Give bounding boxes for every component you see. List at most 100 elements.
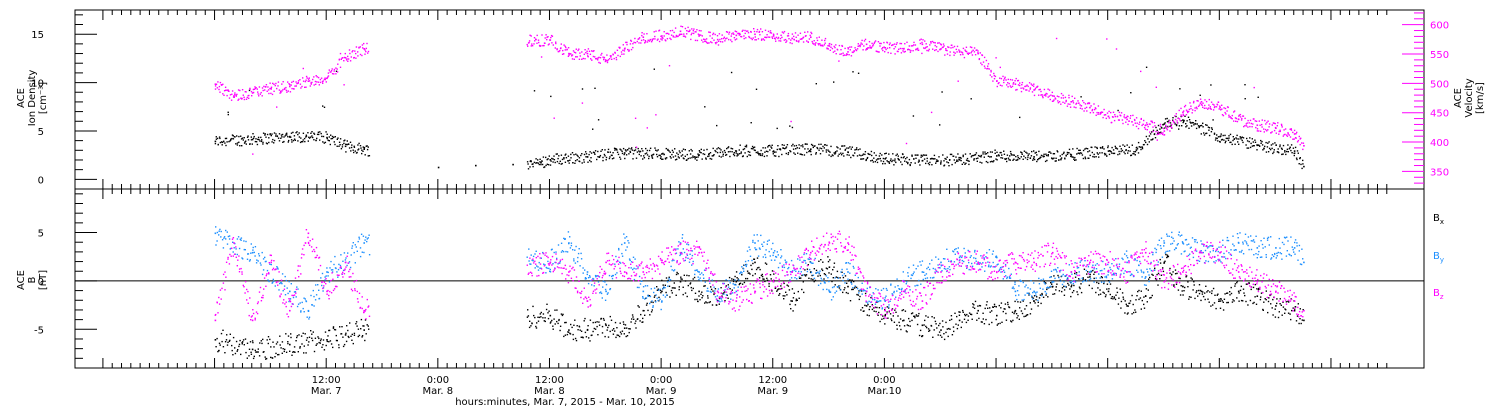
velocity-series-point — [564, 49, 566, 51]
bx-series-point — [821, 268, 823, 270]
by-series-point — [649, 302, 651, 305]
by-series-point — [638, 275, 641, 278]
velocity-series-point — [1186, 110, 1188, 112]
bx-series-point — [544, 317, 546, 319]
bx-series-point — [933, 317, 935, 319]
density-series-point — [923, 158, 926, 160]
density-series-point — [324, 141, 327, 144]
velocity-series-point — [883, 41, 885, 44]
density-series-point — [888, 153, 890, 155]
by-series-point — [602, 286, 604, 288]
velocity-series-point — [1012, 82, 1015, 84]
velocity-series-point — [328, 69, 330, 71]
velocity-series-point — [1139, 121, 1141, 123]
velocity-series-point — [588, 50, 591, 52]
velocity-series-point — [322, 80, 324, 82]
velocity-series-point — [231, 90, 234, 92]
velocity-series-point — [920, 38, 922, 40]
bx-series-point — [633, 318, 635, 320]
bx-series-point — [546, 303, 548, 305]
density-series-point — [980, 156, 982, 158]
density-series-point — [849, 146, 851, 148]
velocity-series-point — [852, 51, 854, 54]
velocity-series-point — [628, 49, 630, 51]
velocity-series-point — [874, 40, 877, 42]
by-series-point — [689, 253, 691, 255]
bx-series-point — [1237, 290, 1240, 293]
density-series-point — [678, 150, 681, 152]
bx-series-point — [571, 326, 573, 329]
bx-series-point — [967, 315, 970, 317]
density-series-point — [843, 155, 845, 157]
density-series-point — [1137, 152, 1140, 154]
density-series-point — [336, 138, 338, 140]
velocity-series-point — [885, 48, 887, 51]
bx-series-point — [294, 351, 296, 353]
density-series-point — [224, 142, 226, 144]
density-series-point — [987, 152, 989, 154]
density-series-point — [810, 148, 812, 150]
density-series-point — [1126, 144, 1128, 146]
density-series-point — [1003, 150, 1005, 152]
velocity-series-point — [652, 38, 655, 40]
velocity-series-point — [613, 57, 615, 60]
density-series-point — [352, 149, 354, 151]
density-series-point — [648, 149, 651, 152]
density-series-point — [1118, 153, 1121, 155]
velocity-series-point — [640, 42, 642, 44]
bx-series-point — [257, 348, 259, 350]
density-series-point — [341, 144, 344, 146]
velocity-series-point — [1189, 102, 1191, 104]
right-ytick-label: 600 — [1430, 21, 1449, 32]
bx-series-point — [1069, 288, 1071, 290]
density-series-point — [982, 153, 984, 155]
bx-series-point — [224, 341, 227, 343]
density-series-point — [240, 138, 243, 140]
density-series-point — [815, 152, 817, 154]
density-series-point — [714, 149, 716, 152]
bx-series-point — [229, 333, 231, 335]
velocity-series-point — [1015, 89, 1017, 91]
bx-series-point — [265, 358, 267, 360]
velocity-series-point — [297, 81, 299, 84]
density-series-point — [1259, 145, 1261, 147]
by-series-point — [559, 260, 561, 263]
velocity-series-point — [1025, 89, 1027, 91]
density-series-point — [1244, 84, 1246, 86]
velocity-series-point — [872, 45, 874, 47]
velocity-series-point — [781, 36, 783, 39]
velocity-series-point — [691, 32, 693, 34]
bx-series-point — [709, 301, 711, 303]
density-series-point — [704, 106, 706, 108]
bx-series-point — [532, 305, 534, 308]
velocity-series-point — [1100, 112, 1102, 115]
bx-series-point — [264, 356, 266, 358]
density-series-point — [775, 155, 777, 157]
velocity-series-point — [299, 83, 302, 85]
density-series-point — [1160, 131, 1162, 133]
bx-series-point — [563, 335, 565, 338]
bx-series-point — [642, 321, 644, 323]
density-series-point — [1023, 155, 1025, 157]
density-series-point — [706, 148, 708, 151]
density-series-point — [337, 137, 339, 139]
velocity-series-point — [1173, 121, 1175, 124]
velocity-series-point — [316, 81, 318, 83]
density-series-point — [625, 154, 628, 156]
density-series-point — [750, 122, 752, 124]
density-series-point — [1236, 134, 1238, 137]
velocity-series-point — [756, 31, 758, 33]
density-series-point — [773, 151, 775, 153]
density-series-point — [627, 149, 629, 151]
density-series-point — [558, 162, 560, 165]
density-series-point — [1287, 151, 1289, 153]
density-series-point — [227, 111, 229, 113]
bx-series-point — [616, 327, 618, 329]
density-series-point — [526, 161, 529, 163]
velocity-series-point — [953, 54, 955, 56]
by-series-point — [630, 261, 633, 263]
velocity-series-point — [1234, 117, 1237, 119]
density-series-point — [630, 148, 632, 150]
by-series-point — [216, 231, 219, 234]
bx-series-point — [1204, 292, 1206, 294]
